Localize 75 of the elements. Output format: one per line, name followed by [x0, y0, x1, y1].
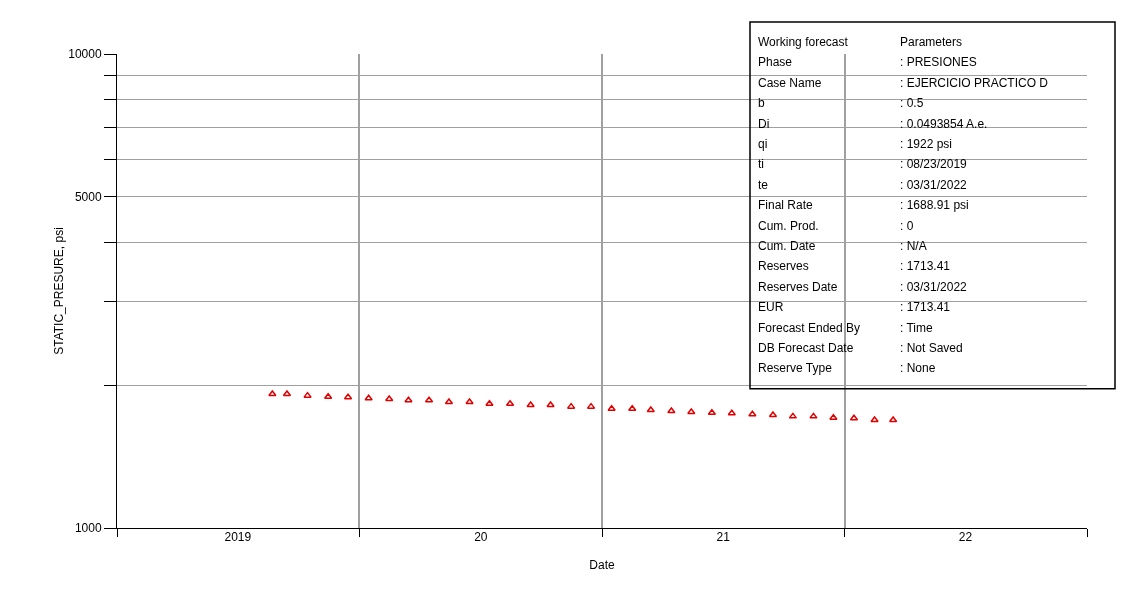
annotation: : N/A: [900, 239, 927, 253]
annotation: ti: [758, 157, 764, 171]
annotation: Cum. Prod.: [758, 219, 819, 233]
point: [768, 411, 778, 418]
x-tick-label: 20: [474, 530, 488, 544]
point: [628, 404, 637, 411]
annotation: : PRESIONES: [900, 55, 977, 69]
point: [888, 416, 898, 423]
annotation: : 1688.91 psi: [900, 198, 969, 212]
annotation: DB Forecast Date: [758, 341, 854, 355]
point: [646, 406, 656, 413]
point: [707, 408, 717, 415]
point: [687, 408, 696, 415]
annotation: Cum. Date: [758, 239, 816, 253]
point: [870, 416, 879, 423]
annotation: EUR: [758, 300, 784, 314]
annotation: : EJERCICIO PRACTICO D: [900, 76, 1049, 90]
annotation: : 0: [900, 219, 914, 233]
x-tick-label: 2019: [224, 530, 252, 544]
annotation: Di: [758, 117, 770, 131]
point: [282, 390, 292, 397]
annotation: : 1713.41: [900, 259, 951, 273]
annotation: : 1713.41: [900, 300, 951, 314]
point: [727, 409, 737, 416]
x-tick-label: 21: [716, 530, 731, 544]
annotation: : 03/31/2022: [900, 280, 968, 294]
point: [809, 412, 818, 419]
annotation: Reserve Type: [758, 361, 833, 375]
point: [385, 395, 394, 402]
annotation: b: [758, 96, 765, 110]
annotation: : Time: [900, 321, 933, 335]
point: [607, 404, 616, 411]
y-tick-label: 1000: [74, 521, 102, 536]
point: [546, 401, 555, 408]
annotation: qi: [758, 137, 768, 151]
annotation: Case Name: [758, 76, 822, 90]
point: [303, 391, 312, 398]
x-tick-label: 22: [958, 530, 973, 544]
y-axis-title: STATIC_PRESURE, psi: [51, 227, 66, 355]
annotation: Reserves: [758, 259, 809, 273]
annotation: : 03/31/2022: [900, 178, 968, 192]
annotation: : 0.5: [900, 96, 924, 110]
annotation: Final Rate: [758, 198, 814, 212]
point: [566, 402, 576, 409]
x-axis-title: Date: [589, 558, 615, 573]
point: [364, 394, 373, 401]
point: [465, 398, 474, 405]
point: [424, 396, 434, 403]
point: [586, 402, 596, 409]
annotation: Phase: [758, 55, 793, 69]
point: [268, 390, 277, 397]
point: [485, 399, 494, 406]
point: [323, 392, 333, 399]
annotation: : 1922 psi: [900, 137, 953, 151]
annotation: : 0.0493854 A.e.: [900, 117, 988, 131]
point: [667, 407, 676, 414]
text: Working forecast: [758, 35, 849, 49]
annotation: : Not Saved: [900, 341, 963, 355]
point: [788, 412, 798, 419]
annotation: : None: [900, 361, 936, 375]
point: [526, 401, 535, 408]
annotation: Forecast Ended By: [758, 321, 861, 335]
point: [505, 399, 515, 406]
y-tick-label: 10000: [68, 47, 102, 62]
point: [748, 410, 757, 417]
point: [343, 393, 353, 400]
point: [404, 396, 413, 403]
annotation: Reserves Date: [758, 280, 838, 294]
point: [829, 413, 838, 420]
annotation: te: [758, 178, 769, 192]
y-tick-label: 5000: [74, 189, 102, 204]
text: Parameters: [900, 35, 963, 49]
point: [444, 398, 454, 405]
annotation: : 08/23/2019: [900, 157, 968, 171]
point: [849, 414, 859, 421]
